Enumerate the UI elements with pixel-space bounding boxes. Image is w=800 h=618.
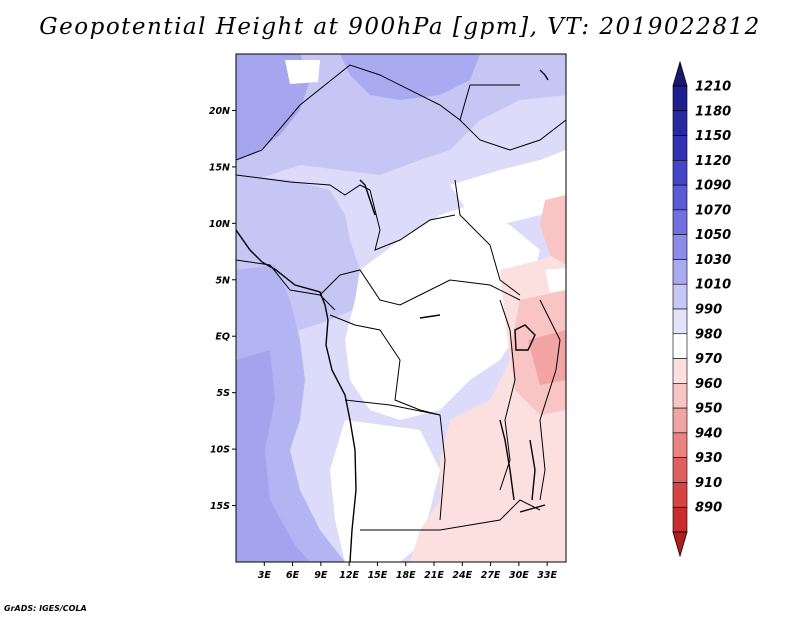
field-region-atlantic-deep [236,350,310,562]
field-patch-white-b [375,258,394,278]
lat-tick-label: 5N [215,275,230,286]
colorbar-swatch [672,209,688,235]
colorbar-label: 960 [695,377,722,392]
field-region-northeast [450,150,566,225]
field-patch-white-a [285,60,320,84]
lat-tick-label: EQ [215,332,230,343]
colorbar-label: 930 [695,451,722,466]
coastline-sinai [539,69,549,81]
colorbar-swatch [672,308,688,335]
lat-tick-label: 15N [209,162,230,173]
colorbar-bottom-arrow [672,531,688,558]
colorbar-swatch [672,110,688,136]
field-region-south [330,420,440,562]
coastlines [236,69,549,562]
colorbar-swatch [672,482,688,508]
colorbar-label: 1150 [695,129,731,144]
lon-tick-label: 30E [509,570,529,581]
border-egypt [459,119,566,151]
colorbar-label: 1070 [695,203,731,218]
lon-tick-label: 18E [396,570,416,581]
border-sudan [454,179,521,296]
lake-a [419,314,441,319]
latitude-axis: 20N 15N 10N 5N EQ 5S 10S 15S [209,106,236,512]
colorbar-label: 1210 [695,80,731,95]
field-region-ethiopia [540,195,566,265]
border-south [360,499,541,531]
lat-tick-label: 10N [209,219,230,230]
border-east [539,299,561,501]
field-region-north-central [340,54,480,100]
border-sahel [236,174,371,196]
border-rift [499,299,516,491]
border-chad [369,189,456,251]
lake-tanganyika [499,419,515,501]
lon-tick-label: 12E [339,570,359,581]
longitude-axis: 3E 6E 9E 12E 15E 18E 21E 24E 27E 30E 33E [258,562,558,581]
colorbar-label: 940 [695,426,722,441]
lon-tick-label: 27E [481,570,501,581]
coastline-red-sea [359,179,376,216]
lake-kariba [519,504,546,513]
colorbar-swatch [672,259,688,285]
colorbar-swatch [672,135,688,161]
colorbar-swatch [672,160,688,186]
field-region-lakes [528,330,566,385]
map-frame [235,53,567,563]
colorbar-swatch [672,85,688,112]
border-gulf [236,259,336,311]
colorbar-label: 1180 [695,104,731,119]
field-region-central [345,205,540,420]
colorbar-swatch [672,234,688,260]
coastline-west [236,229,357,562]
lat-tick-label: 20N [209,106,230,117]
colorbar-label: 950 [695,402,722,417]
lat-tick-label: 5S [217,388,231,399]
field-region-north [236,54,566,185]
lon-tick-label: 3E [258,570,272,581]
colorbar-swatch [672,432,688,458]
colorbar-label: 990 [695,303,722,318]
colorbar-swatch [672,283,688,310]
lon-tick-label: 6E [286,570,300,581]
colorbar: 1210 1180 1150 1120 1090 1070 1050 1030 1010 990 9… [672,60,731,558]
country-borders [236,64,566,531]
grads-credit: GrADS: IGES/COLA [4,604,87,613]
border-angola [344,399,446,521]
colorbar-swatch [672,407,688,434]
border-congo [329,314,441,416]
lon-tick-label: 9E [314,570,328,581]
colorbar-label: 1050 [695,228,731,243]
border-car [319,269,521,306]
colorbar-swatch [672,506,688,533]
field-patch-white-c [545,268,566,292]
colorbar-swatch [672,457,688,483]
colorbar-label: 910 [695,476,722,491]
border-sahara [236,64,520,161]
lat-tick-label: 15S [210,501,230,512]
colorbar-swatch [672,333,688,359]
colorbar-label: 1010 [695,278,731,293]
lake-victoria [514,324,536,351]
geopotential-field [236,54,566,562]
lon-tick-label: 33E [537,570,557,581]
lon-tick-label: 15E [368,570,388,581]
colorbar-label: 890 [695,501,722,516]
map-title: Geopotential Height at 900hPa [gpm], VT:… [39,14,761,40]
colorbar-label: 1030 [695,253,731,268]
lon-tick-label: 21E [424,570,444,581]
colorbar-label: 1090 [695,179,731,194]
colorbar-label: 980 [695,327,722,342]
colorbar-swatch [672,358,688,384]
lake-malawi [529,439,536,501]
lat-tick-label: 10S [210,445,230,456]
colorbar-top-arrow [672,60,688,87]
colorbar-label: 970 [695,352,722,367]
colorbar-swatch [672,383,688,409]
colorbar-label: 1120 [695,154,731,169]
colorbar-swatch [672,184,688,211]
lon-tick-label: 24E [452,570,472,581]
